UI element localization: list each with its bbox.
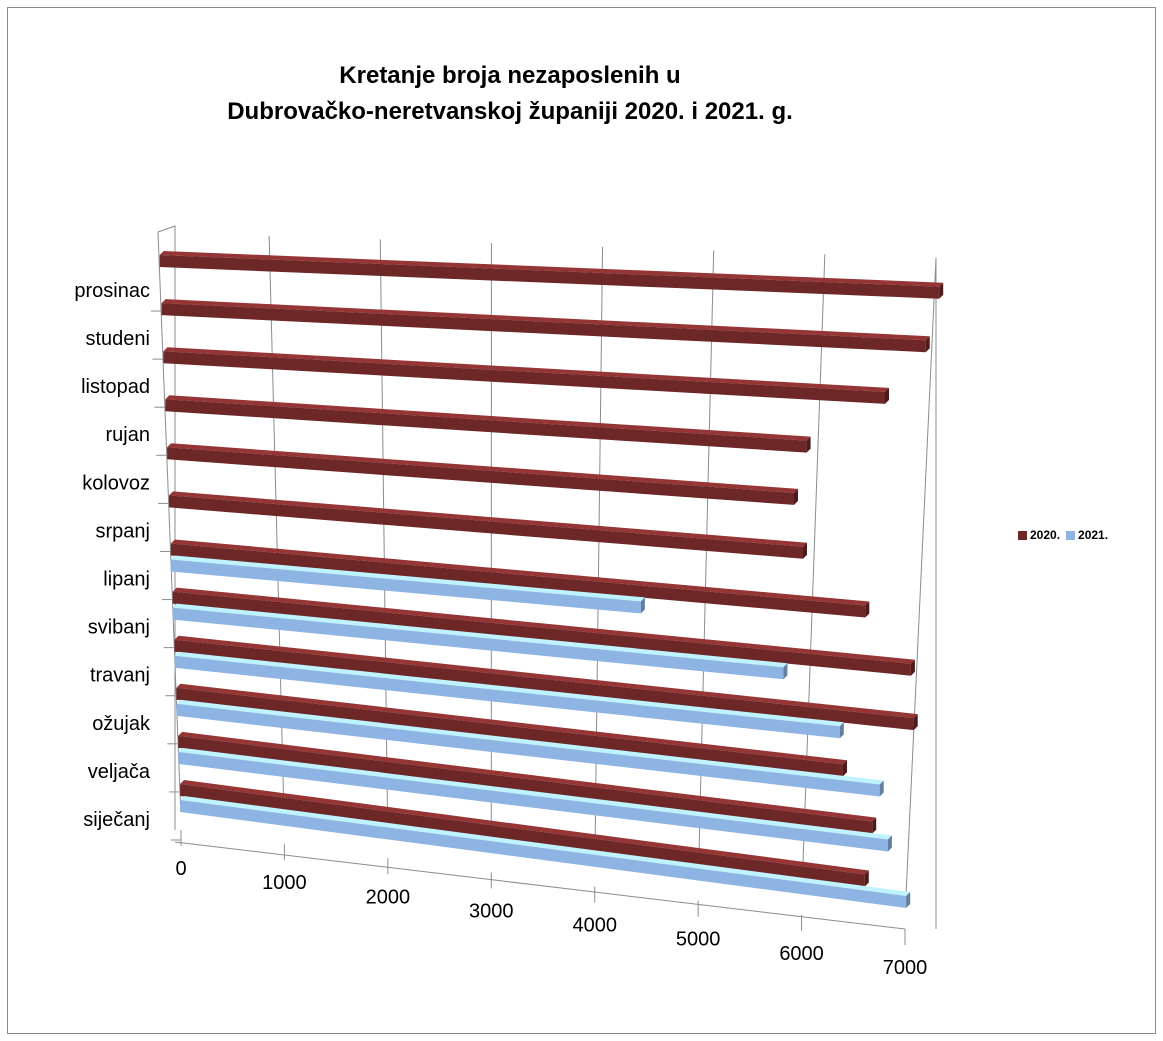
gridline bbox=[801, 254, 826, 890]
bar-2021-siječanj-end bbox=[906, 892, 911, 908]
bar-2021-ožujak-top bbox=[176, 699, 884, 785]
bar-2020-ožujak bbox=[176, 687, 843, 777]
back-wall-edge bbox=[157, 225, 176, 830]
gridline bbox=[268, 235, 285, 820]
bar-2021-veljača bbox=[178, 751, 888, 852]
legend-label-2020: 2020. bbox=[1030, 528, 1061, 542]
bar-2021-siječanj-top bbox=[180, 796, 911, 896]
bar-2021-svibanj-top bbox=[172, 603, 788, 668]
y-tick-label: kolovoz bbox=[82, 472, 150, 494]
bar-2020-siječanj-end bbox=[864, 870, 869, 887]
bar-2020-lipanj bbox=[170, 543, 866, 618]
bar-2021-siječanj bbox=[180, 800, 907, 908]
bar-2020-veljača-end bbox=[872, 817, 877, 834]
chart-title-line-1: Kretanje broja nezaposlenih u bbox=[339, 62, 681, 89]
bar-2020-kolovoz bbox=[167, 447, 795, 505]
x-tick-label: 7000 bbox=[883, 957, 928, 979]
bar-2020-studeni-end bbox=[925, 336, 930, 353]
y-tick-label: lipanj bbox=[103, 569, 150, 591]
chart-title-line-2: Dubrovačko-neretvanskoj županiji 2020. i… bbox=[227, 98, 793, 125]
bar-2021-travanj bbox=[174, 655, 840, 739]
y-tick-label: travanj bbox=[90, 665, 150, 687]
y-tick-label: prosinac bbox=[74, 280, 150, 302]
bar-2021-ožujak-end bbox=[879, 780, 884, 797]
bar-2020-siječanj-top bbox=[180, 780, 869, 875]
y-tick-label: svibanj bbox=[88, 617, 150, 639]
legend-label-2021: 2021. bbox=[1078, 528, 1109, 542]
bar-2020-svibanj-end bbox=[910, 659, 915, 676]
bar-2021-svibanj-end bbox=[783, 663, 788, 680]
x-tick-label: 1000 bbox=[262, 872, 307, 894]
bar-2021-lipanj-end bbox=[640, 597, 645, 614]
gridline bbox=[157, 231, 182, 807]
legend-swatch-2020 bbox=[1018, 530, 1027, 540]
bar-2020-siječanj bbox=[180, 784, 865, 887]
bar-2020-prosinac bbox=[159, 255, 940, 299]
legend: 2020. 2021. bbox=[1018, 528, 1114, 542]
y-tick-label: rujan bbox=[106, 424, 150, 446]
bar-2021-lipanj-top bbox=[170, 555, 645, 602]
x-axis-line bbox=[174, 841, 906, 930]
y-tick-label: studeni bbox=[86, 328, 151, 350]
bar-2020-veljača bbox=[178, 735, 873, 834]
y-tick-label: siječanj bbox=[83, 809, 150, 831]
legend-item-2021: 2021. bbox=[1066, 528, 1108, 542]
y-tick-label: listopad bbox=[81, 376, 150, 398]
y-tick-label: veljača bbox=[88, 761, 151, 783]
gridline bbox=[379, 239, 389, 834]
bar-2020-prosinac-end bbox=[939, 282, 944, 299]
bar-2020-srpanj-top bbox=[169, 491, 807, 547]
bar-2021-veljača-top bbox=[178, 747, 892, 840]
bar-2020-lipanj-end bbox=[865, 601, 870, 618]
x-tick-label: 5000 bbox=[676, 929, 721, 951]
bar-2020-travanj-top bbox=[174, 635, 918, 719]
bar-2021-ožujak bbox=[176, 703, 880, 797]
gridline bbox=[905, 257, 937, 904]
bar-2020-svibanj bbox=[172, 591, 911, 676]
bar-2020-prosinac-top bbox=[159, 251, 944, 287]
bar-2020-travanj bbox=[174, 639, 914, 731]
bar-2020-rujan-top bbox=[165, 395, 811, 441]
bar-2020-srpanj-end bbox=[803, 542, 807, 559]
bar-2021-veljača-end bbox=[887, 835, 892, 852]
y-tick-label: ožujak bbox=[92, 713, 151, 735]
bar-2021-travanj-top bbox=[174, 651, 844, 727]
x-tick-label: 2000 bbox=[366, 886, 411, 908]
bar-2020-listopad bbox=[163, 351, 885, 404]
bar-2020-rujan-end bbox=[806, 436, 811, 453]
bar-2020-ožujak-top bbox=[176, 683, 847, 765]
bar-2021-svibanj bbox=[172, 607, 784, 680]
bar-2020-lipanj-top bbox=[170, 539, 870, 606]
bar-2020-listopad-top bbox=[163, 347, 889, 392]
x-tick-label: 0 bbox=[175, 858, 186, 880]
bar-2021-lipanj bbox=[170, 559, 641, 614]
bar-2020-kolovoz-top bbox=[167, 443, 799, 493]
bar-2020-srpanj bbox=[169, 495, 803, 559]
bar-2020-studeni-top bbox=[161, 299, 930, 341]
gridline bbox=[594, 246, 604, 862]
x-tick-label: 3000 bbox=[469, 900, 514, 922]
bar-2020-listopad-end bbox=[885, 387, 889, 404]
bar-2020-svibanj-top bbox=[172, 587, 915, 664]
x-tick-label: 6000 bbox=[779, 943, 824, 965]
gridline bbox=[697, 250, 715, 876]
bar-2020-ožujak-end bbox=[843, 760, 847, 777]
x-tick-label: 4000 bbox=[572, 915, 617, 937]
bar-2021-travanj-end bbox=[839, 722, 844, 739]
y-tick-label: srpanj bbox=[96, 520, 150, 542]
bar-2020-kolovoz-end bbox=[794, 488, 798, 505]
chart-title: Kretanje broja nezaposlenih u Dubrovačko… bbox=[120, 58, 900, 130]
bar-2020-travanj-end bbox=[913, 714, 918, 731]
bar-2020-studeni bbox=[161, 303, 926, 353]
bar-2020-rujan bbox=[165, 399, 807, 453]
legend-item-2020: 2020. bbox=[1018, 528, 1060, 542]
bar-2020-veljača-top bbox=[178, 731, 877, 822]
legend-swatch-2021 bbox=[1066, 530, 1076, 540]
